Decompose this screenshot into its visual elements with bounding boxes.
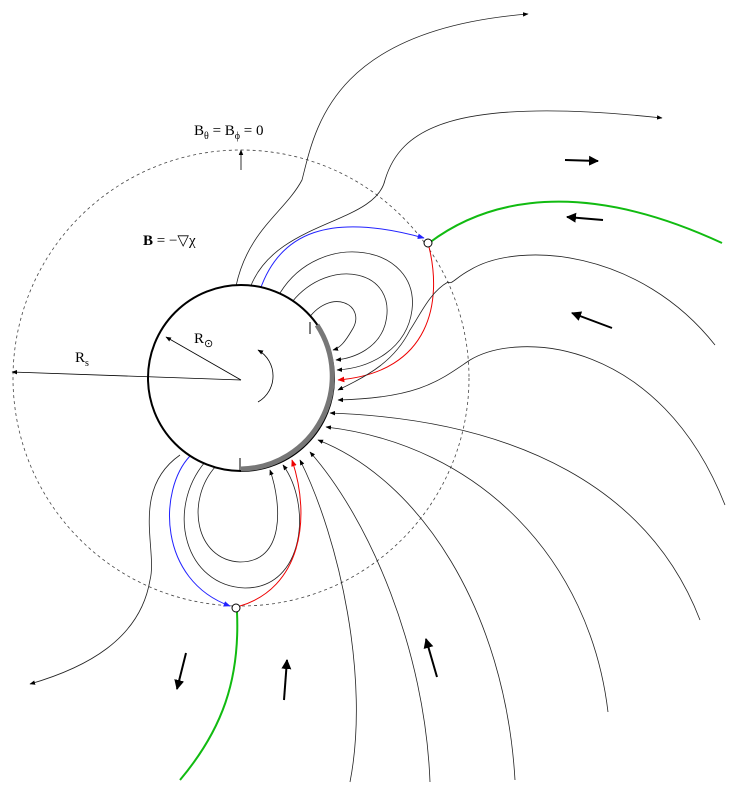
null-point [423, 238, 433, 248]
field-line [279, 251, 413, 372]
field-line [235, 12, 529, 287]
separatrix-red [337, 246, 435, 383]
source-radius-label: Rs [75, 350, 89, 369]
text: = −▽χ [153, 233, 196, 249]
separatrix-blue [169, 455, 231, 607]
field-line [183, 461, 300, 589]
field-line [29, 454, 181, 685]
text: θ [204, 131, 209, 142]
field-line [305, 301, 357, 351]
field-lines [12, 12, 726, 783]
text: = 0 [240, 123, 263, 139]
field-line [309, 451, 431, 783]
text: R [75, 350, 85, 366]
flow-arrow [281, 659, 292, 701]
flow-arrow [423, 638, 438, 678]
rotation-arrow [257, 349, 274, 403]
open-line-green [428, 200, 723, 244]
field-line [317, 439, 516, 781]
null-point [231, 603, 241, 613]
text: ⊙ [204, 338, 213, 350]
potential-label: B = −▽χ [143, 233, 196, 249]
condition-label: Bθ = Bϕ = 0 [194, 123, 264, 142]
separatrix-blue [259, 226, 425, 291]
text: B [143, 233, 153, 249]
field-line [329, 410, 701, 621]
separatrix-red [239, 459, 302, 607]
field-line [337, 254, 716, 391]
active-region [240, 323, 335, 472]
flow-arrows [174, 155, 613, 701]
flow-arrow [564, 155, 599, 166]
field-line [249, 110, 663, 289]
field-line [291, 273, 388, 362]
flow-arrow [566, 212, 604, 223]
source-surface [12, 149, 470, 607]
radius-line [165, 336, 242, 381]
flow-arrow [571, 311, 613, 329]
radius-line [11, 369, 242, 381]
text: R [194, 331, 204, 347]
field-line [325, 425, 609, 713]
sun-radius-label: R⊙ [194, 331, 213, 350]
field-line [337, 346, 726, 506]
flow-arrow [174, 652, 187, 690]
text: ϕ [235, 131, 240, 142]
field-line [197, 465, 278, 563]
open-line-green [179, 611, 239, 781]
text: B [194, 123, 204, 139]
text: s [85, 358, 89, 369]
text: = B [209, 123, 235, 139]
field-line [299, 459, 357, 783]
